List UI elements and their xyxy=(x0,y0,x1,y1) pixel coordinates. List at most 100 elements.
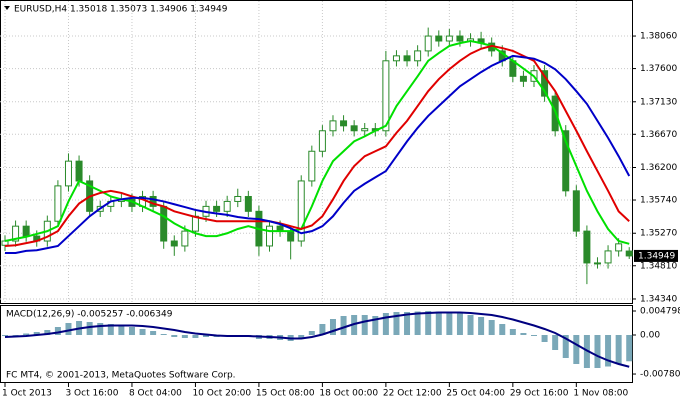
candle-body xyxy=(445,35,453,42)
macd-bar xyxy=(626,335,633,362)
x-tick-label: 29 Oct 16:00 xyxy=(510,389,569,399)
macd-bar xyxy=(509,329,516,335)
candle-body xyxy=(625,250,633,257)
candle-body xyxy=(191,215,199,232)
macd-bar xyxy=(531,335,537,336)
candle-body xyxy=(170,240,178,247)
y-tick-label: 1.34340 xyxy=(640,294,677,304)
macd-bar xyxy=(340,316,347,335)
candle-body xyxy=(340,120,348,127)
macd-bar xyxy=(128,327,135,335)
macd-bar xyxy=(541,335,548,342)
macd-bar xyxy=(456,313,463,335)
macd-bar xyxy=(86,322,93,335)
macd-bar xyxy=(361,315,368,335)
candle-body xyxy=(22,225,30,237)
candle-body xyxy=(435,35,443,42)
y-tick-label: 1.38060 xyxy=(640,32,677,42)
macd-bar xyxy=(160,334,167,335)
candle-body xyxy=(541,70,549,97)
x-tick-label: 15 Oct 08:00 xyxy=(256,389,315,399)
x-tick-label: 25 Oct 04:00 xyxy=(446,389,505,399)
candle-body xyxy=(593,262,601,265)
candle-body xyxy=(287,230,295,242)
candle-body xyxy=(54,185,62,222)
candle-body xyxy=(318,130,326,152)
x-tick-label: 10 Oct 20:00 xyxy=(192,389,251,399)
candle-body xyxy=(519,75,527,82)
macd-bar xyxy=(54,327,61,335)
macd-bar xyxy=(33,332,40,335)
y-tick-label: 1.34810 xyxy=(640,261,677,271)
candle-body xyxy=(604,250,612,264)
x-tick-label: 22 Oct 12:00 xyxy=(383,389,442,399)
candle-body xyxy=(75,160,83,182)
macd-bar xyxy=(23,333,30,335)
candle-body xyxy=(456,35,464,42)
candle-body xyxy=(64,160,72,187)
x-tick-label: 3 Oct 16:00 xyxy=(65,389,118,399)
y-tick-label: 1.35740 xyxy=(640,196,677,206)
macd-title: MACD(12,26,9) -0.005257 -0.006349 xyxy=(6,310,173,320)
macd-bar xyxy=(192,335,199,338)
candle-body xyxy=(350,125,358,132)
x-tick-label: 18 Oct 00:00 xyxy=(319,389,378,399)
candle-body xyxy=(160,205,168,242)
y-tick-label: 1.37130 xyxy=(640,97,677,107)
macd-bar xyxy=(298,335,305,338)
macd-bar xyxy=(65,323,72,335)
candle-body xyxy=(424,35,432,52)
macd-bar xyxy=(488,320,495,335)
macd-bar xyxy=(12,335,19,336)
candle-body xyxy=(583,230,591,264)
y-tick-label: 0.00 xyxy=(640,331,660,341)
candle-body xyxy=(403,55,411,62)
macd-bar xyxy=(552,335,559,350)
macd-bar xyxy=(2,335,8,336)
candle-body xyxy=(382,60,390,132)
macd-bar xyxy=(478,317,485,335)
macd-bar xyxy=(107,324,114,335)
candle-body xyxy=(234,195,242,202)
macd-bar xyxy=(467,315,474,335)
macd-bar xyxy=(139,329,146,335)
copyright: FC MT4, © 2001-2013, MetaQuotes Software… xyxy=(6,371,236,381)
macd-bar xyxy=(404,312,411,335)
y-tick-label: 1.36670 xyxy=(640,130,677,140)
macd-bar xyxy=(308,331,315,335)
candle-body xyxy=(392,55,400,62)
last-price-box xyxy=(634,249,678,262)
macd-bar xyxy=(615,335,622,364)
macd-bar xyxy=(150,331,157,335)
macd-bar xyxy=(435,311,442,335)
candle-body xyxy=(329,120,337,132)
macd-bar xyxy=(97,323,104,335)
candle-body xyxy=(181,230,189,247)
macd-frame xyxy=(0,305,633,383)
candle-body xyxy=(1,240,9,246)
candle-body xyxy=(213,205,221,212)
moving-average xyxy=(4,39,630,245)
macd-bar xyxy=(562,335,569,358)
main-frame xyxy=(0,0,633,304)
candle-body xyxy=(244,195,252,212)
chart-title: EURUSD,H4 1.35018 1.35073 1.34906 1.3494… xyxy=(14,5,228,15)
candle-body xyxy=(223,200,231,212)
macd-bar xyxy=(329,319,336,335)
y-tick-label: 0.004798 xyxy=(640,307,680,317)
candle-body xyxy=(562,130,570,192)
macd-bar xyxy=(520,333,527,335)
candle-body xyxy=(361,128,369,132)
macd-bar xyxy=(181,335,188,338)
x-tick-label: 1 Oct 2013 xyxy=(2,389,52,399)
macd-bar xyxy=(573,335,580,364)
candle-body xyxy=(308,150,316,182)
moving-average xyxy=(5,54,631,255)
candle-body xyxy=(266,225,273,247)
macd-bar xyxy=(382,313,389,335)
macd-bar xyxy=(605,335,612,367)
y-tick-label: 1.35270 xyxy=(640,229,677,239)
macd-bar xyxy=(425,311,432,335)
candle-body xyxy=(572,190,580,232)
candle-body xyxy=(297,180,305,242)
